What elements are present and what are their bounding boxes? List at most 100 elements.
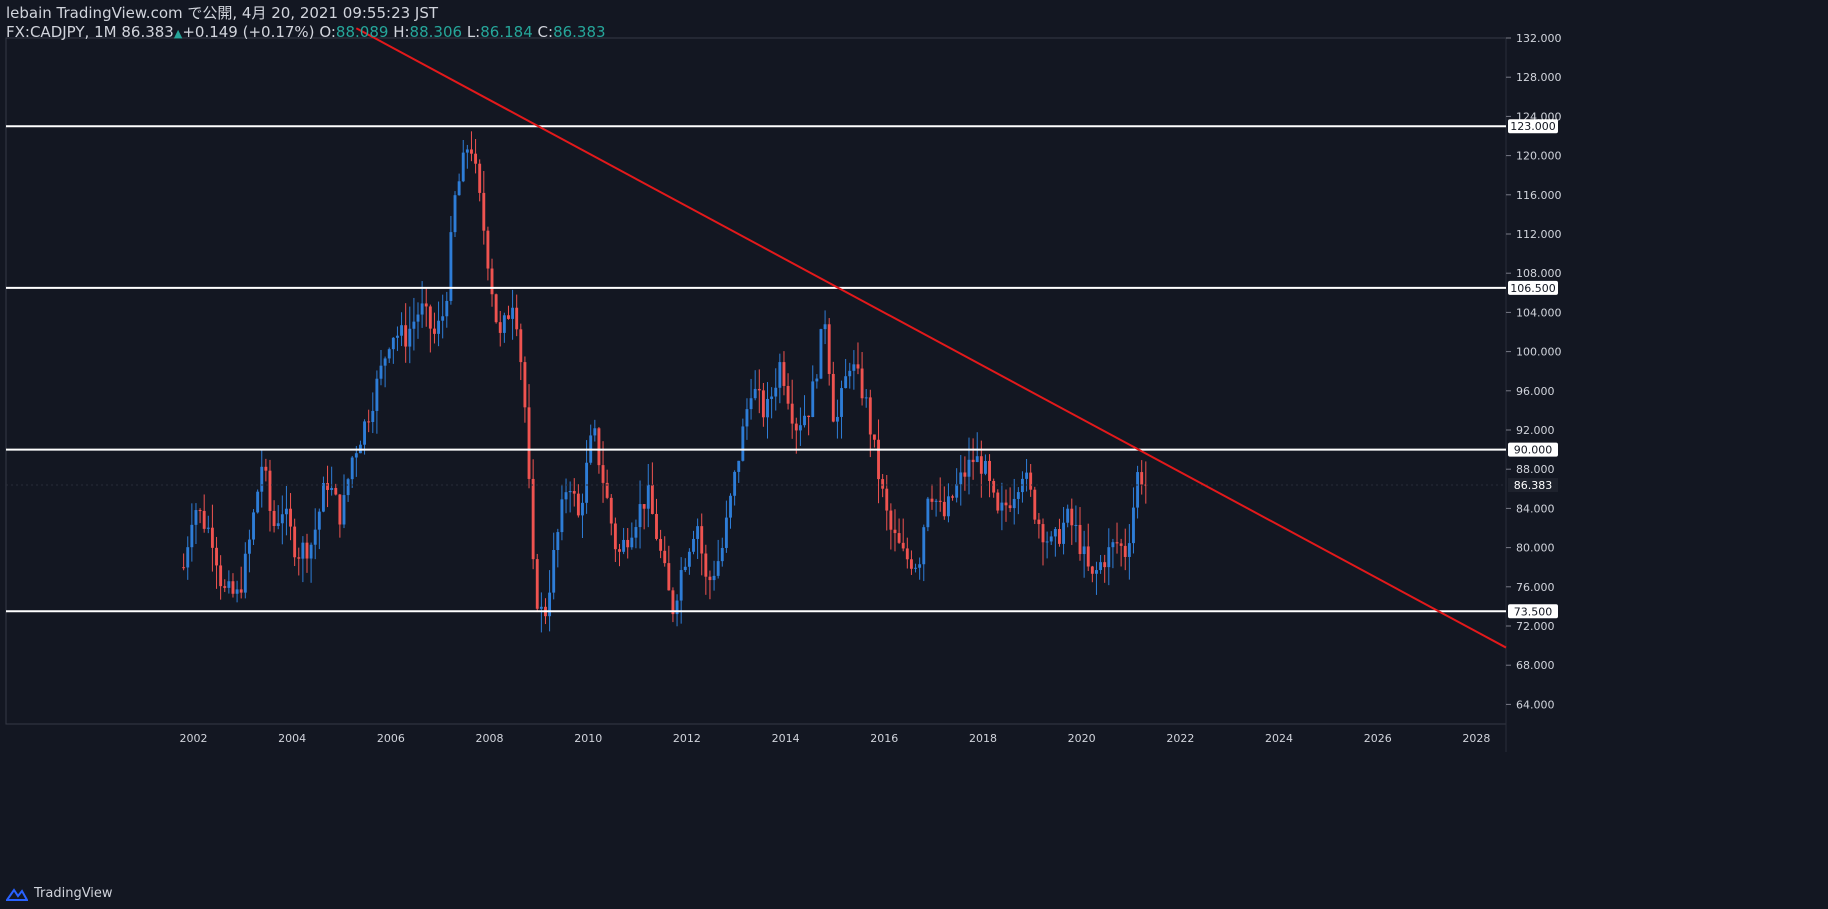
candle-body[interactable] [1140,472,1144,485]
candle-body[interactable] [461,152,465,182]
candle-body[interactable] [737,460,741,472]
candle-body[interactable] [264,466,268,471]
candle-body[interactable] [1062,522,1066,544]
candle-body[interactable] [1041,524,1045,543]
candle-body[interactable] [511,307,515,319]
candle-body[interactable] [729,495,732,518]
candle-body[interactable] [745,409,749,427]
candle-body[interactable] [293,526,297,558]
candle-body[interactable] [284,508,288,515]
candle-body[interactable] [650,484,654,514]
candle-body[interactable] [326,483,329,490]
candle-body[interactable] [219,565,223,587]
candle-body[interactable] [938,500,942,502]
candle-body[interactable] [338,494,342,525]
candle-body[interactable] [877,439,880,480]
candle-body[interactable] [753,388,757,399]
candle-body[interactable] [1086,546,1090,567]
candle-body[interactable] [1144,484,1148,486]
candle-body[interactable] [585,462,589,503]
candle-body[interactable] [305,542,309,559]
candle-body[interactable] [272,510,276,526]
candle-body[interactable] [490,268,494,295]
candle-body[interactable] [252,512,255,540]
candle-body[interactable] [1000,502,1004,511]
candle-body[interactable] [186,547,190,568]
candle-body[interactable] [811,381,815,418]
candle-body[interactable] [1132,507,1135,544]
candle-body[interactable] [539,606,543,609]
candle-body[interactable] [794,423,798,431]
candle-body[interactable] [996,492,1000,511]
candle-body[interactable] [844,376,848,389]
candle-body[interactable] [655,513,658,539]
candle-body[interactable] [984,460,987,474]
candle-body[interactable] [206,527,210,529]
candle-body[interactable] [951,496,954,498]
candle-body[interactable] [309,544,313,559]
candle-body[interactable] [1103,562,1107,568]
candle-body[interactable] [548,592,552,617]
candle-body[interactable] [663,550,667,564]
candle-body[interactable] [560,499,564,533]
candle-body[interactable] [971,459,975,463]
candle-body[interactable] [967,459,971,477]
candle-body[interactable] [437,320,441,334]
candle-body[interactable] [667,563,671,591]
candle-body[interactable] [408,328,412,347]
candle-body[interactable] [786,385,790,404]
candle-body[interactable] [992,480,996,493]
candle-body[interactable] [453,195,457,233]
candle-body[interactable] [445,300,449,317]
candle-body[interactable] [396,335,399,338]
candle-body[interactable] [638,504,642,528]
candle-body[interactable] [634,527,638,538]
candle-body[interactable] [363,421,366,445]
candle-body[interactable] [860,368,864,399]
candle-body[interactable] [1049,536,1053,542]
candle-body[interactable] [749,398,753,410]
candle-body[interactable] [531,478,535,560]
candle-body[interactable] [1037,519,1041,525]
candle-body[interactable] [885,488,889,511]
candle-body[interactable] [909,559,913,569]
candle-body[interactable] [289,508,292,527]
candle-body[interactable] [897,533,901,543]
candle-body[interactable] [223,586,227,588]
candle-body[interactable] [807,415,811,418]
candle-body[interactable] [235,589,239,594]
candle-body[interactable] [1058,529,1061,544]
candle-body[interactable] [379,365,383,379]
candle-body[interactable] [1127,543,1131,557]
candle-body[interactable] [1025,472,1028,479]
candle-body[interactable] [1070,508,1074,526]
candle-body[interactable] [988,460,991,481]
candle-body[interactable] [889,510,893,530]
candle-body[interactable] [724,517,728,548]
candle-body[interactable] [872,434,876,440]
candle-body[interactable] [334,487,338,495]
candle-body[interactable] [646,484,650,509]
candle-body[interactable] [367,421,371,423]
candle-body[interactable] [383,358,387,366]
candle-body[interactable] [210,527,214,548]
candle-body[interactable] [827,324,831,374]
candle-body[interactable] [798,425,802,431]
candle-body[interactable] [716,561,720,576]
candle-body[interactable] [959,472,963,485]
candle-body[interactable] [946,496,950,517]
candle-body[interactable] [770,396,774,399]
candle-body[interactable] [609,497,613,524]
candle-body[interactable] [852,364,856,371]
candle-body[interactable] [581,502,584,516]
candle-body[interactable] [1119,543,1123,546]
candle-body[interactable] [679,570,683,601]
candle-body[interactable] [1008,505,1012,509]
candle-body[interactable] [182,567,186,569]
candle-body[interactable] [675,600,679,615]
candle-body[interactable] [712,575,716,581]
candle-body[interactable] [1012,498,1016,509]
candle-body[interactable] [375,378,379,411]
candle-body[interactable] [239,589,243,593]
candle-body[interactable] [268,470,272,511]
